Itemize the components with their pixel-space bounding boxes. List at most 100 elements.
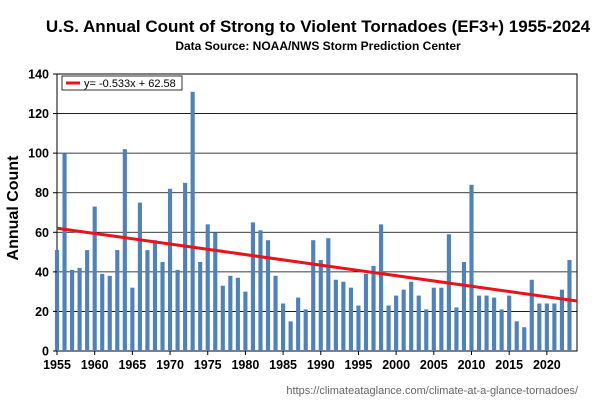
bar [303,309,308,351]
bar [378,224,384,351]
x-axis-ticks: 1955 1960 1965 1970 1975 1980 1985 1990 1995 2000… [43,351,561,372]
x-tick-label: 2020 [533,358,561,372]
bar [205,224,210,351]
bar [130,287,135,351]
bar [54,250,60,351]
bar [62,153,67,351]
bar [318,259,323,351]
bar [416,295,421,351]
y-tick-label: 0 [42,345,49,359]
bar [311,240,316,351]
bar [183,182,188,351]
bar [409,281,414,351]
bar [326,238,331,351]
y-tick-label: 140 [28,68,49,82]
x-tick-label: 2015 [495,358,523,372]
x-tick-label: 1995 [345,358,373,372]
bar [356,305,361,351]
x-tick-label: 1965 [118,358,146,372]
bar [476,295,482,351]
bar [537,303,542,351]
bar [122,149,127,351]
x-tick-label: 1975 [194,358,222,372]
bar [394,295,399,351]
bar [522,327,527,351]
x-tick-label: 1980 [231,358,259,372]
bar [213,232,218,351]
bar [145,250,150,351]
bar [544,303,549,351]
bar [160,261,165,351]
bar [190,91,195,352]
bar [559,289,564,351]
bar [529,279,534,351]
x-tick-label: 1960 [81,358,109,372]
x-tick-label: 2005 [420,358,448,372]
x-tick-label: 1985 [269,358,297,372]
x-tick-label: 2000 [382,358,410,372]
bar [198,261,203,351]
bar [514,321,519,351]
x-tick-label: 2010 [458,358,486,372]
bar [348,287,353,351]
bar [228,275,233,351]
bar [100,273,105,351]
bar [92,206,97,351]
y-tick-label: 60 [35,226,49,240]
x-tick-label: 1970 [156,358,184,372]
bar [401,289,406,351]
legend-box [61,75,183,91]
x-tick-label: 1990 [307,358,335,372]
bar [499,309,504,351]
bar [439,287,444,351]
bar [371,265,376,351]
bar [175,269,180,351]
bar [281,303,286,351]
y-axis-label: Annual Count [5,155,22,261]
x-tick-label: 1955 [43,358,71,372]
bar [567,259,572,351]
bar [492,297,497,351]
bar [341,281,346,351]
trendline [56,226,578,303]
bar [107,275,112,351]
bar [167,188,173,351]
y-tick-label: 20 [35,305,49,319]
bar [152,240,158,351]
bar [220,285,225,351]
bar [85,250,90,351]
bar [363,273,369,351]
chart-subtitle: Data Source: NOAA/NWS Storm Prediction C… [175,39,461,53]
bar [454,307,459,351]
bar [250,222,256,351]
bar [469,184,474,351]
bar [386,305,391,351]
bars [54,91,572,352]
bar [77,267,82,351]
bar [431,287,436,351]
chart-title: U.S. Annual Count of Strong to Violent T… [46,17,591,36]
bar [296,297,301,351]
y-tick-label: 40 [35,265,49,279]
gridlines [57,113,577,312]
bar [424,309,429,351]
legend: y= -0.533x + 62.58 [61,75,183,91]
bar [235,277,240,351]
y-tick-label: 80 [35,186,49,200]
source-url: https://climateataglance.com/climate-at-… [286,385,579,397]
bar [137,202,142,351]
y-axis-ticks: 0 20 40 60 80 100 120 140 [28,68,57,359]
legend-label: y= -0.533x + 62.58 [84,78,176,90]
bar [552,303,557,351]
bar [70,269,75,351]
bar [258,230,263,351]
bar [484,295,489,351]
bar [273,275,278,351]
bar [243,291,248,351]
bar [446,234,451,351]
y-tick-label: 120 [28,107,49,121]
bar [265,240,271,351]
bar [507,295,512,351]
bar [461,261,467,351]
